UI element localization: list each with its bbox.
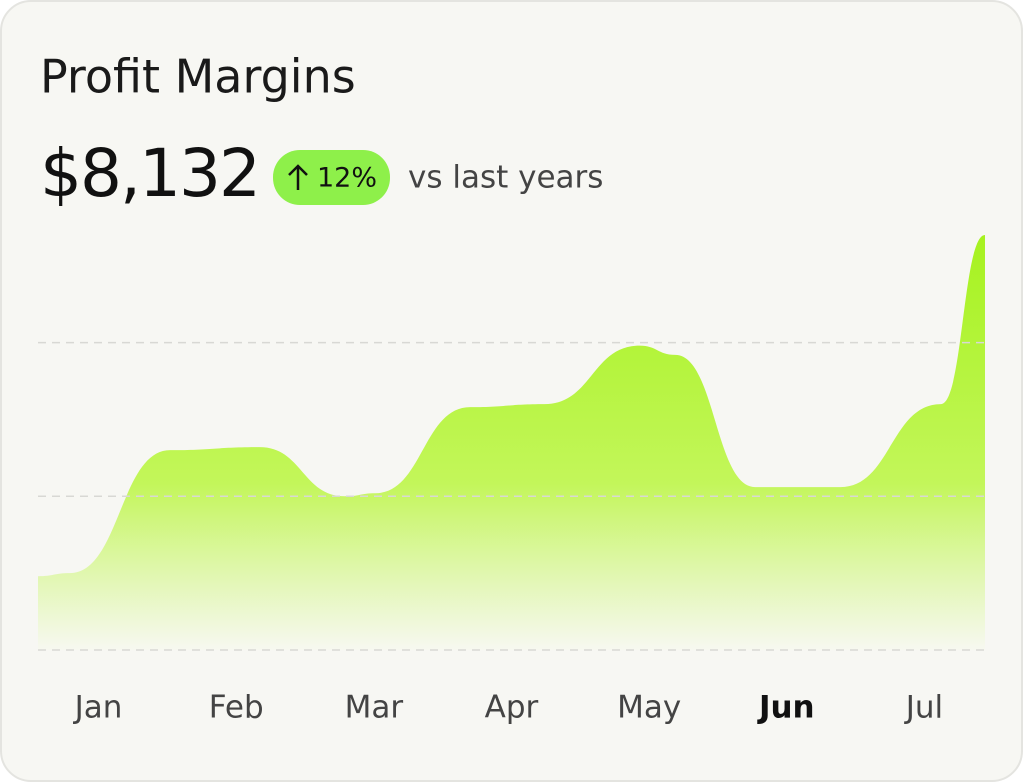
x-tick-label: Jul	[904, 690, 943, 726]
x-tick-label: Jun	[757, 690, 815, 726]
x-tick-label: Jan	[73, 690, 123, 726]
x-tick-label: Feb	[209, 690, 264, 726]
up-arrow	[288, 164, 308, 190]
x-tick-label: May	[617, 690, 681, 726]
x-tick-label: Apr	[485, 690, 539, 726]
area	[38, 235, 985, 650]
x-tick-label: Mar	[345, 690, 404, 726]
chart-title: Profit Margins	[40, 50, 356, 104]
total-value: $8,132	[40, 135, 259, 212]
comparison-text: vs last years	[408, 160, 603, 196]
change-badge	[273, 150, 390, 205]
change-value: 12%	[317, 163, 377, 194]
